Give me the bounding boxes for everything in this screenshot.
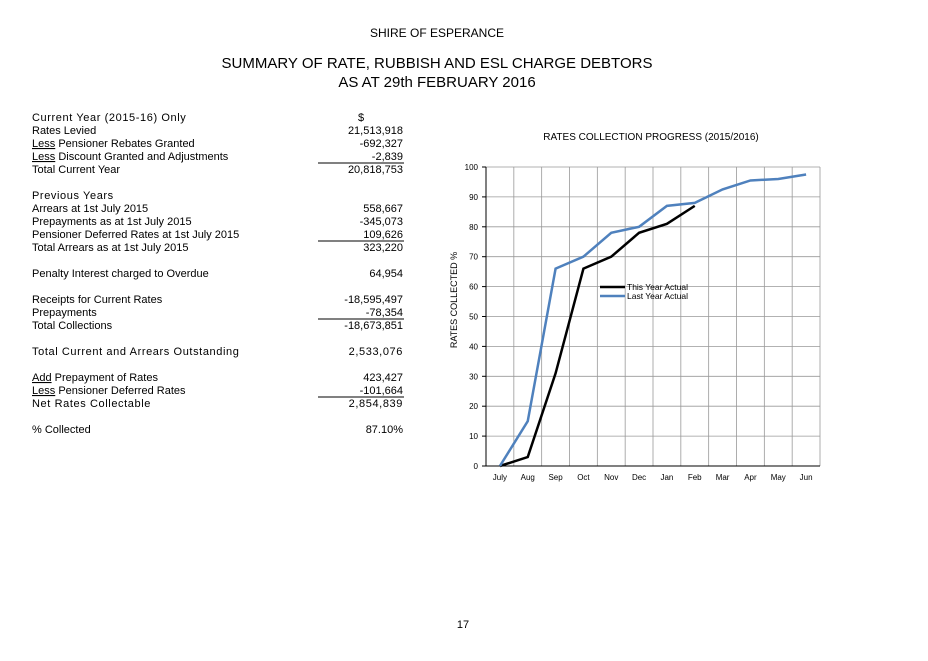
y-tick-label: 50 — [469, 313, 478, 322]
row-label: Rates Levied — [32, 125, 96, 137]
row-value: 21,513,918 — [348, 125, 403, 137]
row-text: Total Collections — [32, 320, 113, 332]
org: SHIRE OF ESPERANCE — [370, 26, 504, 40]
row-value: 64,954 — [369, 268, 403, 280]
row-text: Rates Levied — [32, 125, 96, 137]
row-value: 423,427 — [363, 372, 403, 384]
row-text: % Collected — [32, 424, 91, 436]
row-label: Less Pensioner Deferred Rates — [32, 385, 186, 397]
row-text: Pensioner Deferred Rates — [58, 385, 186, 397]
row-text: Discount Granted and Adjustments — [58, 151, 228, 163]
legend-label: Last Year Actual — [627, 291, 688, 301]
row-value: 558,667 — [363, 203, 403, 215]
row-label: Total Current and Arrears Outstanding — [32, 346, 239, 358]
y-tick-label: 40 — [469, 342, 478, 351]
row-text: Total Current Year — [32, 164, 120, 176]
row-label: Total Collections — [32, 320, 113, 332]
y-tick-label: 100 — [465, 163, 479, 172]
row-value: $ — [358, 112, 365, 124]
x-tick-label: Jun — [800, 473, 813, 482]
y-axis-label: RATES COLLECTED % — [449, 252, 459, 348]
x-tick-label: Apr — [744, 473, 757, 482]
row-text: Penalty Interest charged to Overdue — [32, 268, 209, 280]
row-label: Net Rates Collectable — [32, 398, 151, 410]
series-line — [498, 173, 807, 467]
y-tick-label: 80 — [469, 223, 478, 232]
row-value: -18,673,851 — [344, 320, 403, 332]
row-value: -78,354 — [366, 307, 403, 319]
title: SUMMARY OF RATE, RUBBISH AND ESL CHARGE … — [222, 55, 653, 72]
row-label: Previous Years — [32, 190, 114, 202]
row-label: Arrears at 1st July 2015 — [32, 203, 148, 215]
row-value: 2,854,839 — [349, 398, 403, 410]
x-tick-label: Sep — [548, 473, 563, 482]
page-number: 17 — [457, 619, 469, 631]
row-label: % Collected — [32, 424, 91, 436]
row-text: Prepayments — [32, 307, 97, 319]
x-tick-label: May — [771, 473, 786, 482]
row-prefix: Less — [32, 385, 56, 397]
y-tick-label: 10 — [469, 432, 478, 441]
row-text: Arrears at 1st July 2015 — [32, 203, 148, 215]
subtitle: AS AT 29th FEBRUARY 2016 — [338, 74, 535, 91]
row-value: 323,220 — [363, 242, 403, 254]
row-value: 87.10% — [366, 424, 404, 436]
x-tick-label: Nov — [604, 473, 618, 482]
row-label: Prepayments — [32, 307, 97, 319]
row-text: Net Rates Collectable — [32, 398, 151, 410]
row-label: Total Arrears as at 1st July 2015 — [32, 242, 189, 254]
legend-label: This Year Actual — [627, 282, 688, 292]
series-line — [499, 204, 696, 468]
row-text: Pensioner Deferred Rates at 1st July 201… — [32, 229, 239, 241]
row-text: Pensioner Rebates Granted — [58, 138, 194, 150]
x-tick-label: Feb — [688, 473, 702, 482]
y-tick-label: 20 — [469, 402, 478, 411]
chart-title: RATES COLLECTION PROGRESS (2015/2016) — [543, 132, 758, 143]
x-tick-label: July — [493, 473, 507, 482]
row-label: Add Prepayment of Rates — [32, 372, 158, 384]
row-label: Pensioner Deferred Rates at 1st July 201… — [32, 229, 239, 241]
y-tick-label: 0 — [474, 462, 479, 471]
y-tick-label: 70 — [469, 253, 478, 262]
x-tick-label: Dec — [632, 473, 646, 482]
row-text: Prepayment of Rates — [55, 372, 159, 384]
row-label: Less Discount Granted and Adjustments — [32, 151, 229, 163]
row-prefix: Add — [32, 372, 52, 384]
y-tick-label: 30 — [469, 372, 478, 381]
row-value: 109,626 — [363, 229, 403, 241]
row-label: Less Pensioner Rebates Granted — [32, 138, 195, 150]
x-tick-label: Aug — [521, 473, 535, 482]
row-label: Receipts for Current Rates — [32, 294, 163, 306]
x-tick-label: Jan — [660, 473, 673, 482]
row-value: -692,327 — [360, 138, 403, 150]
row-value: -101,664 — [360, 385, 403, 397]
row-value: -345,073 — [360, 216, 403, 228]
row-label: Prepayments as at 1st July 2015 — [32, 216, 192, 228]
row-value: 20,818,753 — [348, 164, 403, 176]
row-text: Total Current and Arrears Outstanding — [32, 346, 239, 358]
y-tick-label: 60 — [469, 283, 478, 292]
row-label: Total Current Year — [32, 164, 120, 176]
row-text: Receipts for Current Rates — [32, 294, 163, 306]
row-prefix: Less — [32, 138, 56, 150]
row-text: Prepayments as at 1st July 2015 — [32, 216, 192, 228]
row-value: -18,595,497 — [344, 294, 403, 306]
x-tick-label: Mar — [716, 473, 730, 482]
x-tick-label: Oct — [577, 473, 590, 482]
row-label: Current Year (2015-16) Only — [32, 112, 186, 124]
row-label: Penalty Interest charged to Overdue — [32, 268, 209, 280]
row-prefix: Less — [32, 151, 56, 163]
row-text: Total Arrears as at 1st July 2015 — [32, 242, 189, 254]
row-value: 2,533,076 — [349, 346, 403, 358]
y-tick-label: 90 — [469, 193, 478, 202]
row-text: Previous Years — [32, 190, 114, 202]
row-value: -2,839 — [372, 151, 403, 163]
row-text: Current Year (2015-16) Only — [32, 112, 186, 124]
